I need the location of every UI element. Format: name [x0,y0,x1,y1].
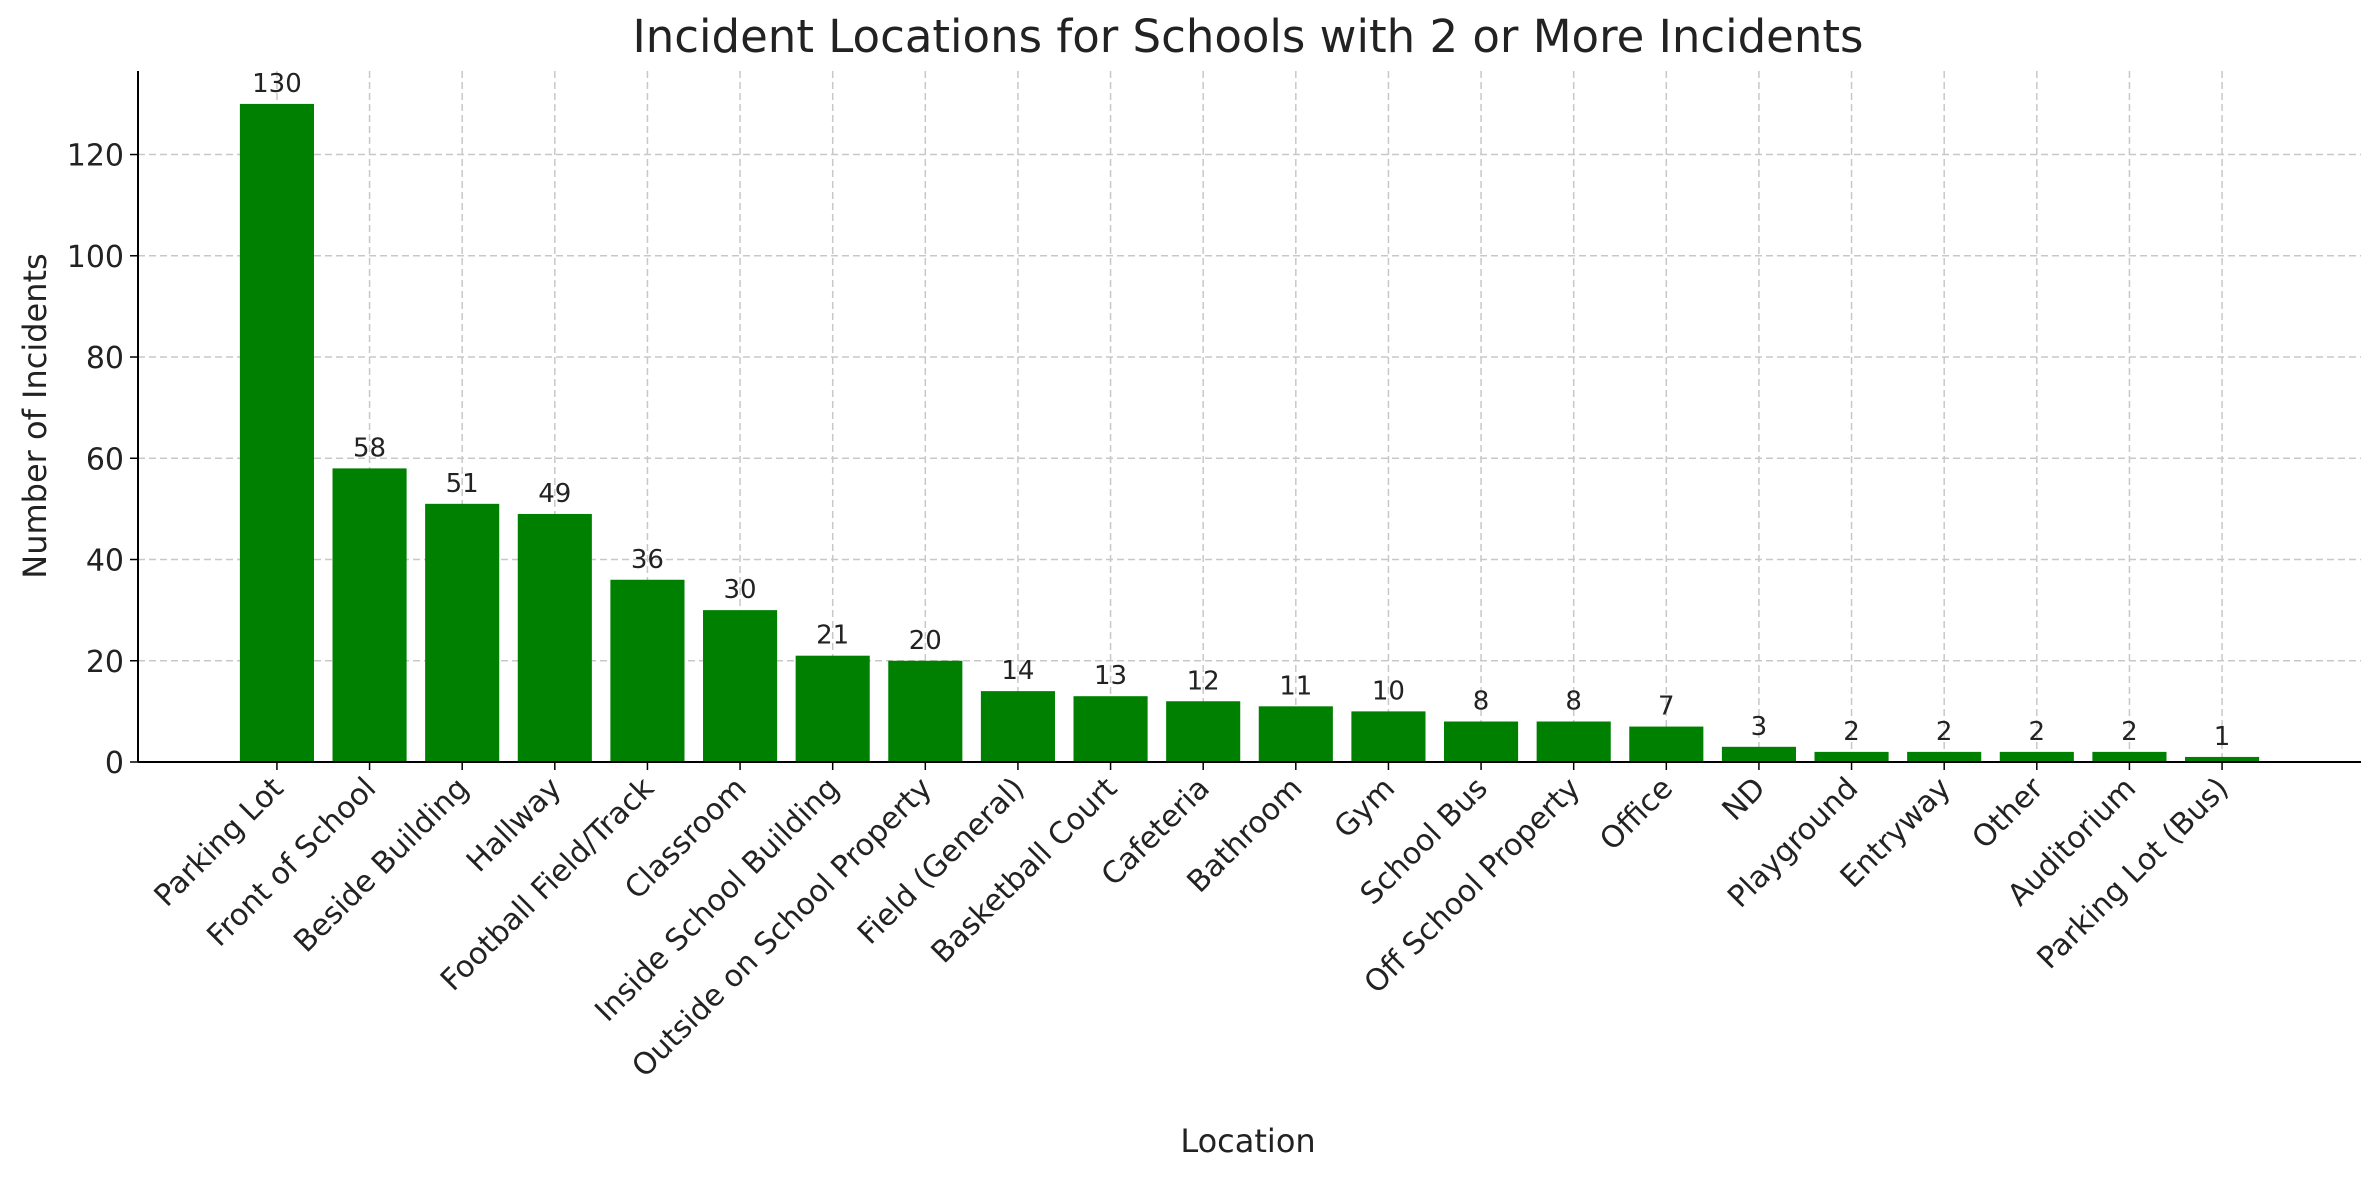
data-label: 21 [816,621,849,651]
data-label: 30 [724,575,757,605]
x-tick-label: ND [1716,771,1773,828]
bar [1536,721,1611,762]
bar [239,103,314,762]
chart-title: Incident Locations for Schools with 2 or… [633,10,1864,63]
data-label: 8 [1473,687,1490,717]
bar [1351,711,1426,762]
bar [703,610,778,762]
y-tick-label: 0 [105,746,124,781]
y-axis-label: Number of Incidents [16,253,54,578]
x-axis-label: Location [1180,1122,1315,1160]
bar [517,513,592,762]
bar [795,655,870,762]
x-tick-label: Field (General) [851,771,1032,952]
bar [1444,721,1519,762]
data-label: 2 [2029,717,2046,747]
bar [1166,701,1241,762]
data-label: 11 [1279,671,1312,701]
x-tick-label: Gym [1328,771,1402,845]
bar [888,660,963,762]
data-label: 36 [631,545,664,575]
bar [2185,756,2260,762]
data-label: 49 [538,479,571,509]
bar [1073,696,1148,762]
data-label: 12 [1187,666,1220,696]
bar [1814,751,1889,762]
data-label: 130 [252,69,302,99]
data-label: 58 [353,433,386,463]
bar [980,691,1055,762]
bar [425,503,500,762]
bar [1999,751,2074,762]
y-tick-label: 60 [86,442,124,477]
data-label: 13 [1094,661,1127,691]
bar [2092,751,2167,762]
data-label: 1 [2214,722,2231,752]
x-tick-label: Office [1593,771,1680,858]
x-tick-label: Front of School [200,771,383,954]
bar [332,468,407,762]
x-tick-label: Other [1965,770,2050,855]
data-label: 51 [446,469,479,499]
bar [1721,746,1796,762]
data-label: 20 [909,626,942,656]
y-tick-label: 120 [67,139,124,174]
data-label: 10 [1372,676,1405,706]
y-tick-label: 20 [86,645,124,680]
data-label: 14 [1001,656,1034,686]
data-label: 8 [1565,687,1582,717]
bar [1907,751,1982,762]
bar [1629,726,1704,762]
x-tick-label: Beside Building [287,771,476,960]
y-tick-label: 40 [86,544,124,579]
data-label: 2 [2121,717,2138,747]
bar [610,579,685,762]
y-tick-label: 80 [86,341,124,376]
data-label: 7 [1658,692,1675,722]
y-tick-label: 100 [67,240,124,275]
data-label: 3 [1751,712,1768,742]
bar [1258,706,1333,762]
data-label: 2 [1936,717,1953,747]
data-label: 2 [1843,717,1860,747]
